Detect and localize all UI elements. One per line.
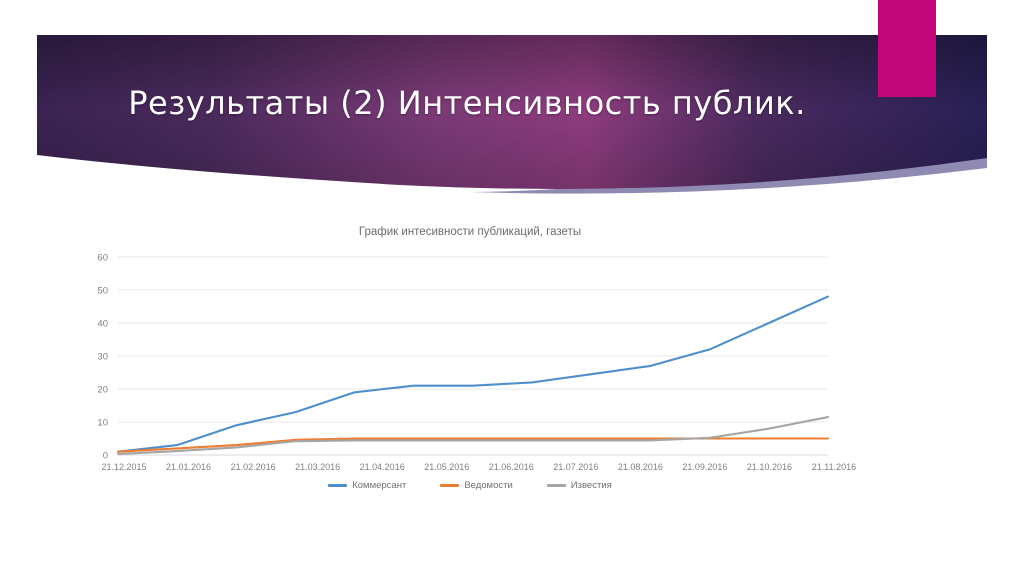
legend-item-2[interactable]: Ведомости bbox=[440, 480, 513, 491]
chart-x-tick-label: 21.09.2016 bbox=[682, 462, 727, 472]
chart-series-1 bbox=[116, 295, 830, 453]
chart-x-axis-labels: 21.12.2015 21.01.2016 21.02.2016 21.03.2016… bbox=[101, 462, 856, 472]
legend-item-1[interactable]: Коммерсант bbox=[328, 480, 406, 491]
legend-label: Ведомости bbox=[464, 480, 513, 491]
chart-x-tick-label: 21.12.2015 bbox=[101, 462, 146, 472]
publication-intensity-chart: График интесивности публикаций, газеты 0… bbox=[60, 222, 880, 512]
chart-legend: Коммерсант Ведомости Известия bbox=[60, 480, 880, 491]
chart-y-tick-label: 0 bbox=[103, 450, 108, 461]
legend-color-swatch bbox=[546, 484, 566, 487]
chart-x-tick-label: 21.10.2016 bbox=[747, 462, 792, 472]
chart-y-tick-label: 20 bbox=[97, 384, 108, 395]
chart-title: График интесивности публикаций, газеты bbox=[358, 226, 582, 238]
pink-accent-bar bbox=[878, 0, 936, 97]
chart-y-tick-label: 50 bbox=[97, 285, 108, 296]
chart-x-tick-label: 21.02.2016 bbox=[231, 462, 276, 472]
chart-x-tick-label: 21.01.2016 bbox=[166, 462, 211, 472]
legend-color-swatch bbox=[440, 484, 460, 487]
chart-plot-svg: 0 10 20 30 40 50 60 21.12.2015 21.01.2016 21.02.… bbox=[97, 252, 856, 472]
legend-color-swatch bbox=[328, 484, 348, 487]
chart-series-3 bbox=[116, 416, 830, 456]
slide-header-banner: Результаты (2) Интенсивность публик. bbox=[0, 0, 1024, 200]
chart-x-tick-label: 21.05.2016 bbox=[424, 462, 469, 472]
legend-item-3[interactable]: Известия bbox=[546, 480, 612, 491]
chart-x-tick-label: 21.03.2016 bbox=[295, 462, 340, 472]
banner-wave-accent bbox=[470, 112, 987, 194]
banner-body bbox=[37, 35, 987, 189]
chart-y-tick-label: 60 bbox=[97, 252, 108, 263]
chart-x-tick-label: 21.08.2016 bbox=[618, 462, 663, 472]
chart-x-tick-label: 21.04.2016 bbox=[360, 462, 405, 472]
legend-label: Коммерсант bbox=[352, 480, 407, 491]
chart-y-tick-label: 40 bbox=[97, 318, 108, 329]
chart-gridlines bbox=[118, 256, 828, 456]
chart-y-tick-label: 30 bbox=[97, 351, 108, 362]
legend-label: Известия bbox=[570, 480, 612, 491]
chart-x-tick-label: 21.07.2016 bbox=[553, 462, 598, 472]
chart-x-tick-label: 21.11.2016 bbox=[812, 462, 856, 472]
page-title: Результаты (2) Интенсивность публик. bbox=[128, 84, 806, 122]
banner-shape bbox=[37, 35, 987, 194]
chart-y-axis-labels: 0 10 20 30 40 50 60 bbox=[97, 252, 108, 461]
chart-series-lines bbox=[116, 295, 830, 456]
chart-x-tick-label: 21.06.2016 bbox=[489, 462, 534, 472]
chart-y-tick-label: 10 bbox=[97, 417, 108, 428]
